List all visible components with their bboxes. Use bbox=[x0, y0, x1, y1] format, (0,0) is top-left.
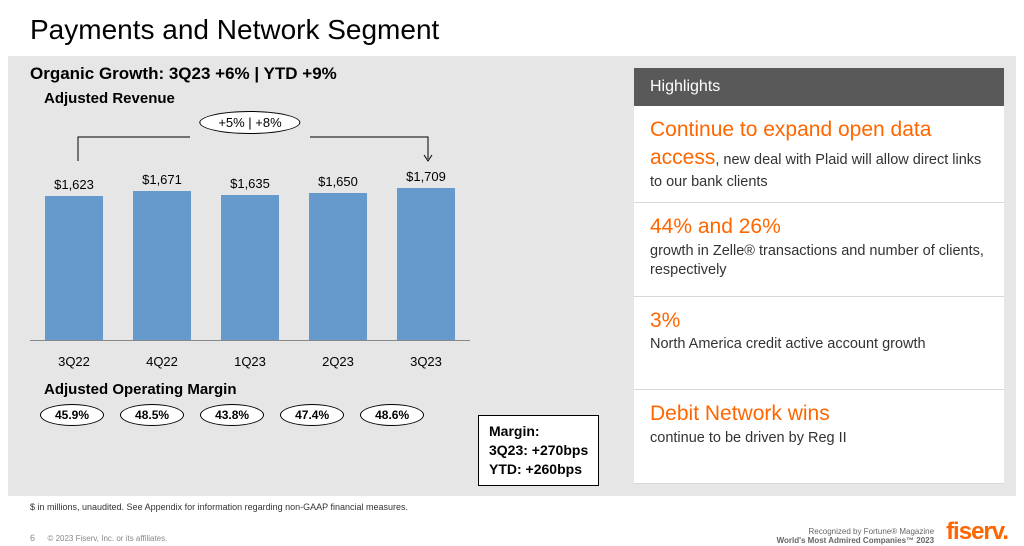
highlight-rest: growth in Zelle® transactions and number… bbox=[650, 242, 988, 281]
bar bbox=[221, 195, 279, 340]
bar-column: $1,623 bbox=[34, 177, 114, 340]
margin-title: Adjusted Operating Margin bbox=[44, 381, 624, 398]
category-label: 3Q23 bbox=[386, 354, 466, 369]
bar-value-label: $1,635 bbox=[230, 176, 270, 191]
margin-box-line3: YTD: +260bps bbox=[489, 460, 588, 479]
bar bbox=[397, 188, 455, 340]
revenue-chart-title: Adjusted Revenue bbox=[44, 90, 624, 107]
revenue-chart: +5% | +8% $1,623 $1,671 $1,635 $1,650 $1,709… bbox=[30, 109, 470, 369]
margin-box-line1: Margin: bbox=[489, 422, 588, 441]
bar bbox=[133, 191, 191, 340]
bar-column: $1,671 bbox=[122, 172, 202, 340]
category-label: 3Q22 bbox=[34, 354, 114, 369]
highlight-lead: Debit Network wins bbox=[650, 402, 830, 425]
margin-value: 48.5% bbox=[120, 404, 184, 426]
slide-title: Payments and Network Segment bbox=[0, 0, 1024, 46]
bar bbox=[309, 193, 367, 340]
category-row: 3Q22 4Q22 1Q23 2Q23 3Q23 bbox=[30, 354, 470, 369]
subtitle: Organic Growth: 3Q23 +6% | YTD +9% bbox=[30, 64, 624, 84]
footnote: $ in millions, unaudited. See Appendix f… bbox=[30, 502, 1008, 512]
bar-value-label: $1,623 bbox=[54, 177, 94, 192]
bar-column: $1,650 bbox=[298, 174, 378, 340]
highlight-item: 44% and 26% growth in Zelle® transactions… bbox=[634, 203, 1004, 297]
bars-row: $1,623 $1,671 $1,635 $1,650 $1,709 bbox=[30, 131, 470, 341]
recognized-line1: Recognized by Fortune® Magazine bbox=[777, 527, 935, 537]
highlights-panel: Highlights Continue to expand open data … bbox=[634, 56, 1016, 496]
margin-box-line2: 3Q23: +270bps bbox=[489, 441, 588, 460]
margin-value: 48.6% bbox=[360, 404, 424, 426]
highlight-lead: 3% bbox=[650, 309, 680, 332]
bar bbox=[45, 196, 103, 340]
category-label: 4Q22 bbox=[122, 354, 202, 369]
bar-value-label: $1,671 bbox=[142, 172, 182, 187]
highlight-rest: North America credit active account grow… bbox=[650, 335, 988, 355]
margin-value: 43.8% bbox=[200, 404, 264, 426]
margin-value: 47.4% bbox=[280, 404, 344, 426]
left-panel: Organic Growth: 3Q23 +6% | YTD +9% Adjus… bbox=[8, 56, 634, 496]
footer: $ in millions, unaudited. See Appendix f… bbox=[0, 500, 1024, 542]
bar-column: $1,709 bbox=[386, 169, 466, 340]
recognized-text: Recognized by Fortune® Magazine World's … bbox=[777, 527, 935, 546]
bar-column: $1,635 bbox=[210, 176, 290, 340]
footer-left: 6 © 2023 Fiserv, Inc. or its affiliates. bbox=[30, 528, 167, 546]
highlights-header: Highlights bbox=[634, 68, 1004, 106]
content-area: Organic Growth: 3Q23 +6% | YTD +9% Adjus… bbox=[8, 56, 1016, 496]
growth-annotation: +5% | +8% bbox=[199, 111, 300, 134]
highlight-item: 3% North America credit active account gr… bbox=[634, 297, 1004, 391]
highlight-lead: 44% and 26% bbox=[650, 215, 781, 238]
recognized-line2: World's Most Admired Companies™ 2023 bbox=[777, 536, 935, 546]
category-label: 1Q23 bbox=[210, 354, 290, 369]
bar-value-label: $1,650 bbox=[318, 174, 358, 189]
highlights-list: Continue to expand open data access, new… bbox=[634, 106, 1004, 484]
highlight-rest: continue to be driven by Reg II bbox=[650, 429, 988, 449]
category-label: 2Q23 bbox=[298, 354, 378, 369]
margin-summary-box: Margin: 3Q23: +270bps YTD: +260bps bbox=[478, 415, 599, 486]
highlight-item: Debit Network wins continue to be driven … bbox=[634, 390, 1004, 484]
highlight-item: Continue to expand open data access, new… bbox=[634, 106, 1004, 203]
margin-value: 45.9% bbox=[40, 404, 104, 426]
bar-value-label: $1,709 bbox=[406, 169, 446, 184]
